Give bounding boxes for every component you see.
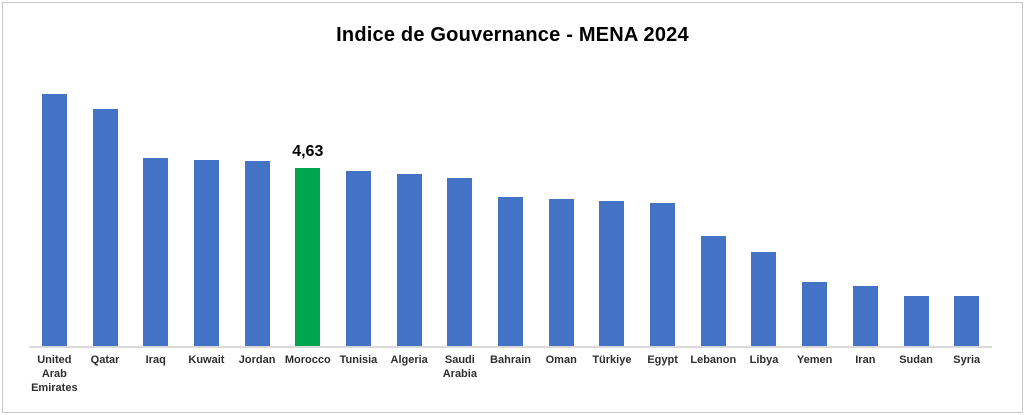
category-label-t-rkiye: Türkiye: [592, 354, 632, 366]
bar-saudi-arabia: [447, 178, 473, 346]
bar-slot-morocco: 4,63: [282, 3, 333, 346]
bar-slot-lebanon: [688, 3, 739, 346]
bar-tunisia: [345, 171, 371, 346]
category-label-algeria: Algeria: [390, 354, 428, 366]
bar-morocco: [295, 168, 321, 346]
bar-slot-qatar: [80, 3, 131, 346]
bar-bahrain: [498, 197, 524, 346]
category-label-lebanon: Lebanon: [690, 354, 737, 366]
bar-slot-bahrain: [485, 3, 536, 346]
category-label-tunisia: Tunisia: [339, 354, 378, 366]
bar-slot-saudi-arabia: [435, 3, 486, 346]
bar-slot-iraq: [130, 3, 181, 346]
bar-iran: [852, 286, 878, 346]
bar-oman: [548, 199, 574, 346]
bar-slot-tunisia: [333, 3, 384, 346]
category-label-bahrain: Bahrain: [490, 354, 532, 366]
chart-title: Indice de Gouvernance - MENA 2024: [336, 24, 689, 46]
category-label-iran: Iran: [855, 354, 876, 366]
bar-slot-jordan: [232, 3, 283, 346]
bar-kuwait: [193, 160, 219, 346]
bar-slot-egypt: [637, 3, 688, 346]
category-label-yemen: Yemen: [796, 354, 833, 366]
category-label-libya: Libya: [749, 354, 779, 366]
category-label-jordan: Jordan: [238, 354, 276, 366]
category-label-morocco: Morocco: [284, 354, 331, 366]
category-label-kuwait: Kuwait: [188, 354, 225, 366]
bar-qatar: [92, 109, 118, 346]
bar-lebanon: [700, 236, 726, 346]
bar-slot-syria: [941, 3, 992, 346]
category-labels: United Arab Emirates Qatar Iraq Kuwait Jorda…: [29, 353, 992, 395]
bar-libya: [751, 252, 777, 346]
category-label-syria: Syria: [953, 354, 981, 366]
bar-slot-kuwait: [181, 3, 232, 346]
bar-syria: [954, 296, 980, 346]
bar-t-rkiye: [599, 201, 625, 346]
bar-iraq: [143, 158, 169, 346]
category-label-egypt: Egypt: [647, 354, 678, 366]
bar-slot-iran: [840, 3, 891, 346]
bar-slot-united-arab-emirates: [29, 3, 80, 346]
category-label-sudan: Sudan: [899, 354, 933, 366]
category-label-saudi-arabia: Saudi Arabia: [442, 354, 477, 380]
bar-egypt: [650, 203, 676, 346]
bar-slot-sudan: [891, 3, 942, 346]
bar-sudan: [903, 296, 929, 346]
category-label-qatar: Qatar: [90, 354, 120, 366]
plot-area: 4,63: [29, 3, 992, 346]
bar-slot-algeria: [384, 3, 435, 346]
bar-united-arab-emirates: [41, 94, 67, 346]
bar-slot-oman: [536, 3, 587, 346]
x-axis-line: [29, 346, 992, 348]
category-label-united-arab-emirates: United Arab Emirates: [31, 354, 78, 394]
category-label-iraq: Iraq: [145, 354, 166, 366]
category-label-oman: Oman: [545, 354, 577, 366]
data-label-morocco: 4,63: [292, 143, 324, 160]
bar-slot-t-rkiye: [587, 3, 638, 346]
bar-algeria: [396, 174, 422, 346]
bar-slot-yemen: [789, 3, 840, 346]
bar-slot-libya: [739, 3, 790, 346]
bar-yemen: [802, 282, 828, 346]
bar-jordan: [244, 161, 270, 346]
